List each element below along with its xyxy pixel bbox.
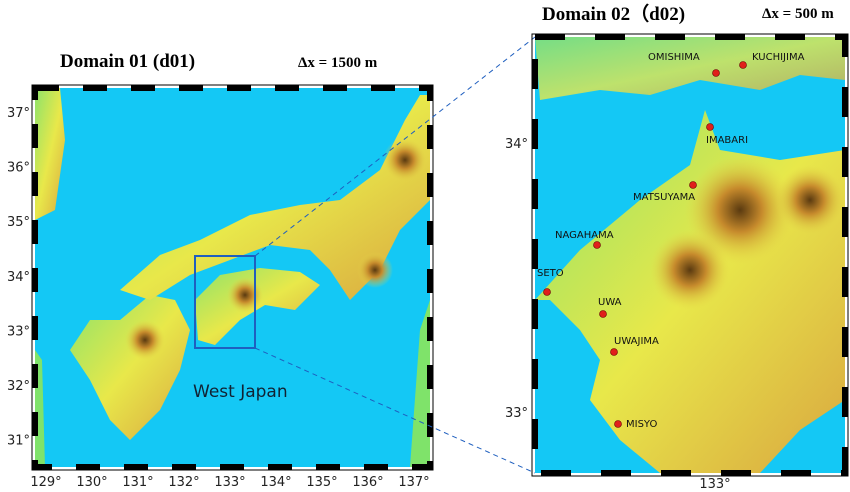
frame <box>31 84 434 471</box>
frame <box>531 33 849 477</box>
lon-tick-label: 131° <box>122 475 153 490</box>
map-title: Domain 01 (d01) <box>60 51 195 72</box>
lon-tick-label: 133° <box>214 475 245 490</box>
lon-tick-label: 134° <box>260 475 291 490</box>
lat-tick-label: 31° <box>7 434 30 449</box>
station-label: KUCHIJIMA <box>752 52 805 63</box>
lat-tick-label: 37° <box>7 106 30 121</box>
land <box>120 95 430 300</box>
station-marker <box>610 348 618 356</box>
mountains <box>357 252 393 288</box>
lat-tick-label: 34° <box>7 270 30 285</box>
station-marker <box>614 420 622 428</box>
lon-tick-label: 136° <box>352 475 383 490</box>
frame <box>32 85 433 470</box>
station-label: UWAJIMA <box>614 336 659 347</box>
station-marker <box>543 288 551 296</box>
mountains <box>125 320 165 360</box>
lon-tick-label: 133° <box>699 477 730 492</box>
resolution: Δx = 500 m <box>762 6 834 22</box>
mountains <box>775 165 845 235</box>
station-marker <box>593 241 601 249</box>
lat-tick-label: 33° <box>7 324 30 339</box>
station-marker <box>712 69 720 77</box>
mountains <box>650 230 730 310</box>
station-marker <box>739 61 747 69</box>
lat-tick-label: 34° <box>505 137 528 152</box>
right-map: Domain 02（d02) Δx = 500 m <box>531 2 849 477</box>
mountains <box>383 138 427 182</box>
station-marker <box>706 123 714 131</box>
station-label: SETO <box>537 268 564 279</box>
resolution: Δx = 1500 m <box>298 55 378 71</box>
land <box>410 300 430 467</box>
station-label: OMISHIMA <box>648 52 700 63</box>
station-label: NAGAHAMA <box>555 230 614 241</box>
station-marker <box>689 181 697 189</box>
mountains <box>227 277 263 313</box>
region-label: West Japan <box>193 382 288 402</box>
station-label: IMABARI <box>706 135 748 146</box>
frame <box>532 34 848 476</box>
lon-tick-label: 130° <box>76 475 107 490</box>
lat-tick-label: 35° <box>7 215 30 230</box>
land <box>35 88 65 220</box>
station-label: MISYO <box>626 419 657 430</box>
station-label: MATSUYAMA <box>633 192 695 203</box>
station-marker <box>599 310 607 318</box>
lon-tick-label: 132° <box>168 475 199 490</box>
lat-tick-label: 32° <box>7 379 30 394</box>
map-title: Domain 02（d02) <box>542 2 685 25</box>
d02-box <box>194 255 256 349</box>
land <box>535 37 845 100</box>
lon-tick-label: 137° <box>398 475 429 490</box>
lat-tick-label: 36° <box>7 161 30 176</box>
left-map: Domain 01 (d01) Δx = 1500 m West Japan <box>31 51 434 471</box>
station-label: UWA <box>598 297 622 308</box>
lon-tick-label: 129° <box>30 475 61 490</box>
zoom-line <box>254 347 536 474</box>
lon-tick-label: 135° <box>306 475 337 490</box>
lat-tick-label: 33° <box>505 406 528 421</box>
